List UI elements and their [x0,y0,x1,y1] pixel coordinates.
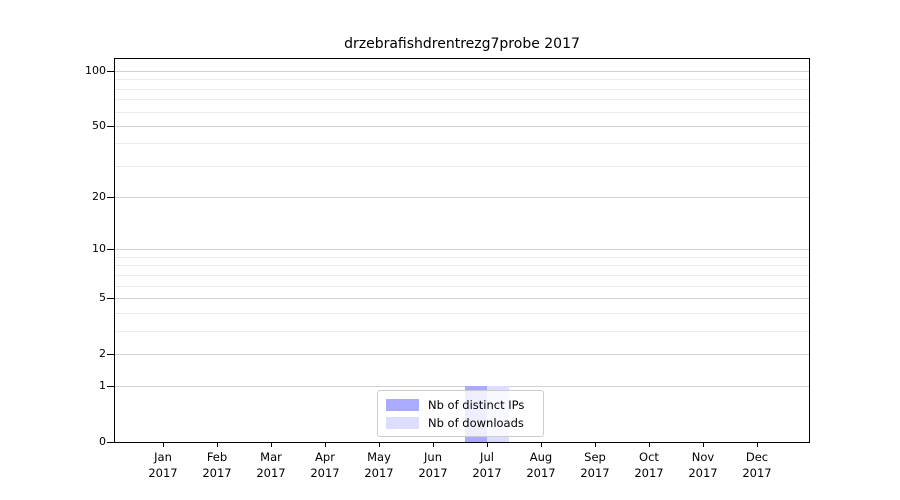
y-tick-label: 50 [92,118,106,132]
y-tick-label: 100 [85,64,106,77]
x-tick-mark [163,443,164,447]
x-tick-mark [217,443,218,447]
minor-gridline [115,330,809,332]
major-gridline [115,125,809,127]
x-tick-mark [649,443,650,447]
x-tick-label: May 2017 [364,450,394,480]
legend-label-downloads: Nb of downloads [428,415,524,430]
legend-row-distinct-ips: Nb of distinct IPs [378,398,543,412]
downloads-swatch [386,416,419,429]
x-tick-label: Nov 2017 [688,450,718,480]
minor-gridline [115,256,809,258]
minor-gridline [115,79,809,81]
x-tick-mark [271,443,272,447]
x-tick-mark [703,443,704,447]
x-tick-label: Oct 2017 [634,450,664,480]
minor-gridline [115,88,809,90]
y-tick-label: 0 [99,435,106,448]
minor-gridline [115,111,809,113]
y-tick-mark [107,297,114,299]
x-tick-mark [487,443,488,447]
y-tick-mark [107,386,114,388]
major-gridline [115,197,809,199]
major-gridline [115,297,809,299]
y-tick-label: 2 [99,346,106,360]
x-tick-label: Feb 2017 [202,450,232,480]
legend-row-downloads: Nb of downloads [378,416,543,430]
x-tick-label: Sep 2017 [580,450,610,480]
y-tick-mark [107,442,114,443]
major-gridline [115,353,809,355]
legend-label-distinct-ips: Nb of distinct IPs [428,397,525,412]
y-tick-mark [107,125,114,127]
x-tick-label: Apr 2017 [310,450,340,480]
x-tick-label: Jul 2017 [472,450,502,480]
minor-gridline [115,99,809,101]
x-tick-label: Mar 2017 [256,450,286,480]
minor-gridline [115,312,809,314]
chart-title: drzebrafishdrentrezg7probe 2017 [344,36,580,52]
x-tick-mark [541,443,542,447]
legend: Nb of distinct IPs Nb of downloads [377,390,544,437]
y-tick-label: 1 [99,379,106,393]
x-tick-label: Jun 2017 [418,450,448,480]
y-tick-label: 20 [92,190,106,204]
y-tick-label: 5 [99,290,106,304]
x-tick-mark [757,443,758,447]
x-tick-mark [379,443,380,447]
x-tick-label: Dec 2017 [742,450,772,480]
plot-area [114,58,810,443]
major-gridline [115,249,809,251]
x-tick-mark [325,443,326,447]
x-tick-mark [433,443,434,447]
major-gridline [115,386,809,388]
minor-gridline [115,143,809,145]
y-tick-mark [107,197,114,199]
distinct-ips-swatch [386,398,419,411]
y-tick-mark [107,249,114,251]
x-tick-label: Aug 2017 [526,450,556,480]
minor-gridline [115,165,809,167]
major-gridline [115,71,809,72]
y-tick-mark [107,353,114,355]
minor-gridline [115,265,809,267]
minor-gridline [115,274,809,276]
x-tick-label: Jan 2017 [148,450,178,480]
y-tick-mark [107,71,114,72]
x-tick-mark [595,443,596,447]
y-tick-label: 10 [92,242,106,256]
minor-gridline [115,285,809,287]
